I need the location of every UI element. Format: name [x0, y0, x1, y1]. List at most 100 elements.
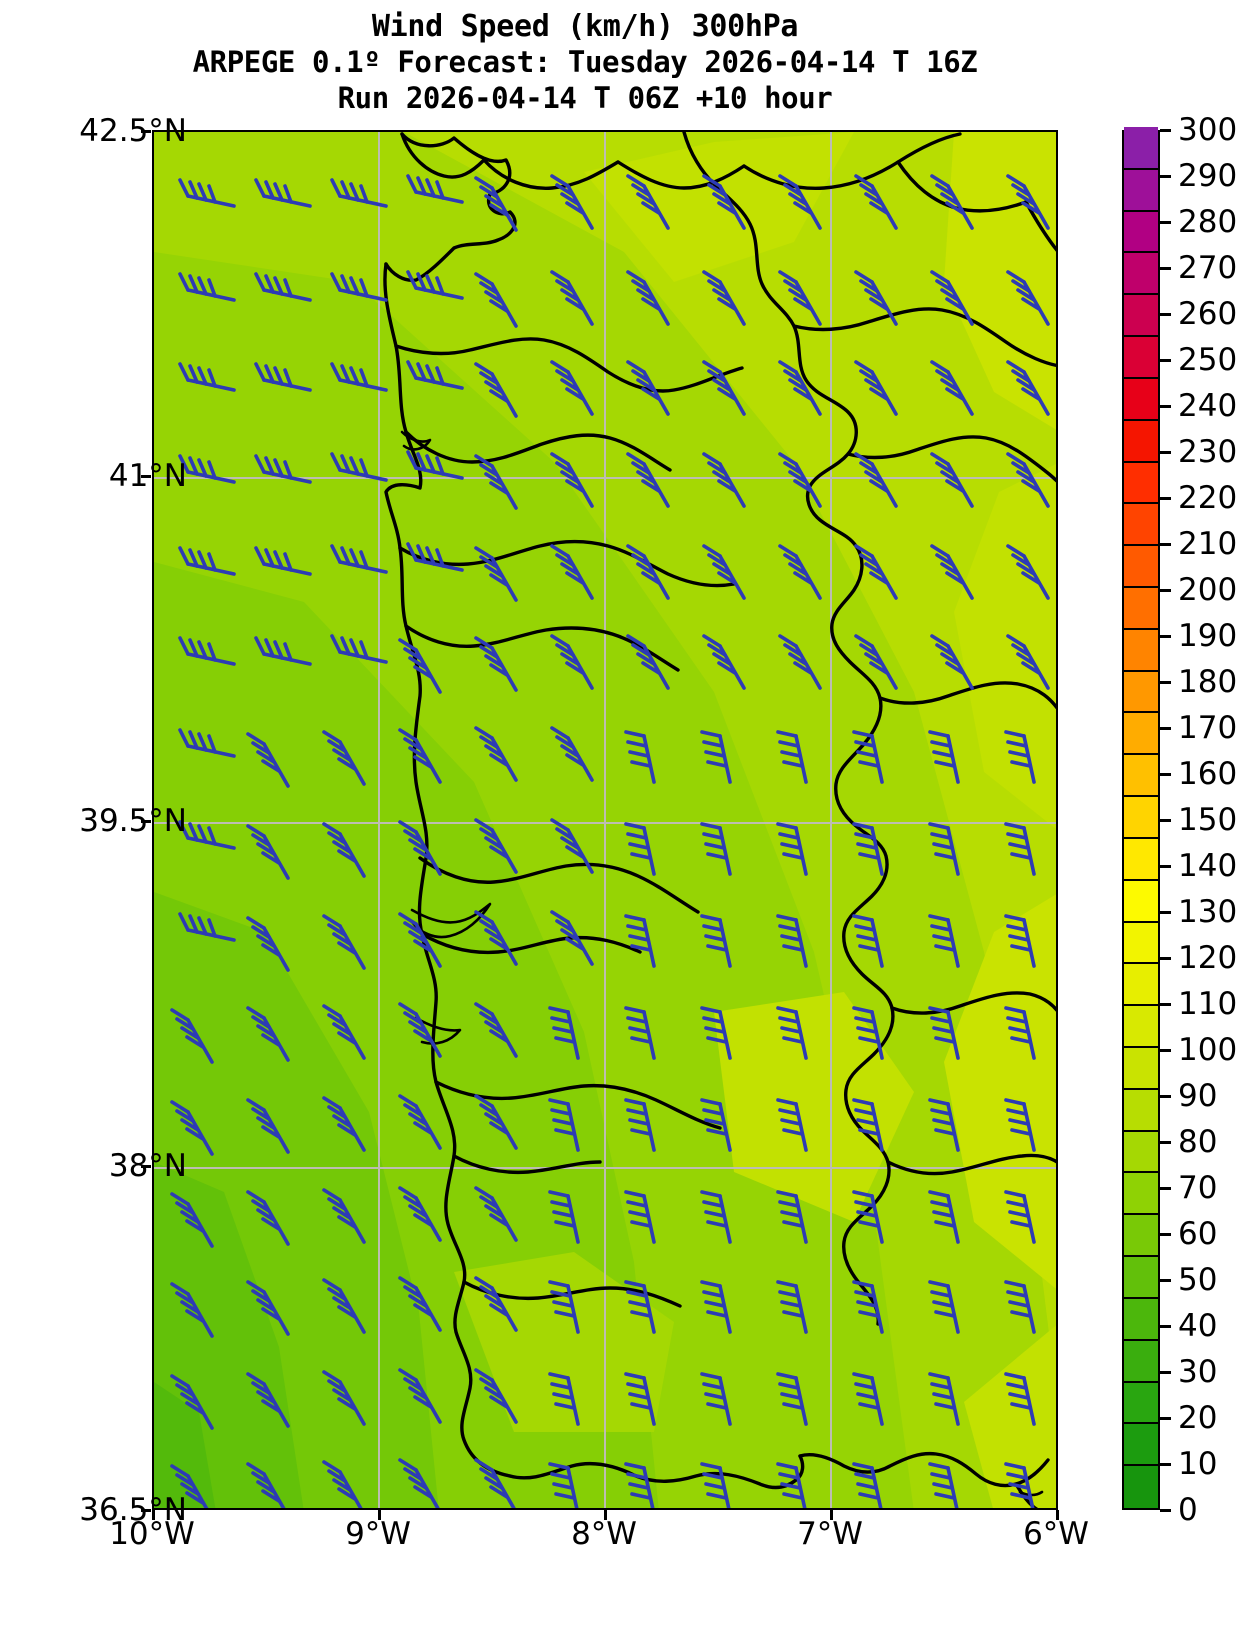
colorbar-tick-label: 100: [1178, 1032, 1238, 1068]
colorbar-segment: [1124, 420, 1158, 463]
colorbar-tick: [1160, 589, 1171, 592]
colorbar-segment: [1124, 127, 1158, 170]
x-tick: [1056, 1510, 1059, 1520]
colorbar-tick-label: 90: [1178, 1078, 1218, 1114]
x-tick-label-8W: 8°W: [571, 1516, 637, 1552]
barb-row: [178, 174, 1050, 232]
y-tick: [141, 820, 151, 823]
colorbar-tick: [1160, 911, 1171, 914]
x-tick: [378, 1510, 381, 1520]
colorbar-tick: [1160, 1003, 1171, 1006]
colorbar-tick-label: 40: [1178, 1308, 1218, 1344]
chart-title-block: Wind Speed (km/h) 300hPa ARPEGE 0.1º For…: [0, 8, 1170, 117]
colorbar-divider: [1124, 836, 1158, 839]
barb-row: [178, 910, 1036, 972]
colorbar-tick-label: 230: [1178, 434, 1238, 470]
y-tick-label-39-5N: 39.5°N: [79, 803, 187, 839]
colorbar-tick: [1160, 1095, 1171, 1098]
colorbar-segment: [1124, 169, 1158, 212]
barb-row: [178, 270, 1050, 328]
colorbar-tick-label: 220: [1178, 480, 1238, 516]
colorbar-tick-label: 120: [1178, 940, 1238, 976]
colorbar-tick-label: 130: [1178, 894, 1238, 930]
colorbar-tick-label: 10: [1178, 1446, 1218, 1482]
colorbar-tick: [1160, 1371, 1171, 1374]
colorbar-divider: [1124, 460, 1158, 463]
colorbar-divider: [1124, 251, 1158, 254]
colorbar-segment: [1124, 545, 1158, 588]
colorbar-tick: [1160, 175, 1171, 178]
colorbar-tick: [1160, 957, 1171, 960]
colorbar-divider: [1124, 1464, 1158, 1467]
colorbar-segment: [1124, 754, 1158, 798]
colorbar-divider: [1124, 167, 1158, 170]
colorbar-segment: [1124, 712, 1158, 756]
colorbar-tick: [1160, 1417, 1171, 1420]
colorbar-divider: [1124, 544, 1158, 547]
colorbar-divider: [1124, 878, 1158, 881]
barb-row: [178, 542, 1050, 602]
colorbar-tick-label: 200: [1178, 572, 1238, 608]
barb-row: [170, 1094, 1036, 1156]
colorbar-divider: [1124, 335, 1158, 338]
colorbar-divider: [1124, 1087, 1158, 1090]
colorbar-segment: [1124, 1047, 1158, 1090]
colorbar-tick: [1160, 267, 1171, 270]
colorbar-tick-label: 160: [1178, 756, 1238, 792]
colorbar-divider: [1124, 502, 1158, 505]
colorbar-tick-label: 80: [1178, 1124, 1218, 1160]
map-canvas: [154, 132, 1056, 1508]
colorbar-divider: [1124, 1129, 1158, 1132]
colorbar-divider: [1124, 627, 1158, 630]
colorbar-segment: [1124, 1214, 1158, 1258]
colorbar-segment: [1124, 1131, 1158, 1174]
colorbar-segment: [1124, 294, 1158, 338]
gridline-lat-38N: [154, 1167, 1056, 1169]
colorbar-segment: [1124, 880, 1158, 923]
colorbar-tick: [1160, 635, 1171, 638]
colorbar-divider: [1124, 209, 1158, 212]
colorbar-segment: [1124, 1423, 1158, 1467]
colorbar-tick-label: 50: [1178, 1262, 1218, 1298]
colorbar-segment: [1124, 838, 1158, 881]
colorbar-tick: [1160, 1279, 1171, 1282]
barb-row: [178, 726, 1036, 788]
map-plot-area[interactable]: [152, 130, 1058, 1510]
colorbar-divider: [1124, 1255, 1158, 1258]
colorbar-divider: [1124, 795, 1158, 798]
gridline-lat-395N: [154, 822, 1056, 824]
gridline-lon-8W: [604, 132, 606, 1508]
colorbar-divider: [1124, 1213, 1158, 1216]
colorbar-tick: [1160, 1049, 1171, 1052]
gridline-lon-7W: [830, 132, 832, 1508]
barb-row: [170, 1458, 1036, 1508]
colorbar-tick: [1160, 865, 1171, 868]
colorbar-divider: [1124, 1171, 1158, 1174]
colorbar-tick: [1160, 313, 1171, 316]
colorbar-segment: [1124, 1298, 1158, 1341]
colorbar-tick-label: 140: [1178, 848, 1238, 884]
y-tick: [141, 1509, 151, 1512]
colorbar-tick: [1160, 1187, 1171, 1190]
colorbar-tick-label: 180: [1178, 664, 1238, 700]
colorbar-segment: [1124, 921, 1158, 965]
forecast-subtitle: ARPEGE 0.1º Forecast: Tuesday 2026-04-14…: [192, 45, 978, 80]
colorbar[interactable]: [1122, 127, 1160, 1510]
colorbar-tick-label: 60: [1178, 1216, 1218, 1252]
colorbar-tick: [1160, 819, 1171, 822]
colorbar-tick-label: 290: [1178, 158, 1238, 194]
colorbar-tick: [1160, 129, 1171, 132]
colorbar-tick-label: 150: [1178, 802, 1238, 838]
barb-row: [178, 818, 1036, 880]
colorbar-tick: [1160, 1233, 1171, 1236]
colorbar-divider: [1124, 669, 1158, 672]
colorbar-divider: [1124, 586, 1158, 588]
x-tick-label-6W: 6°W: [1023, 1516, 1089, 1552]
colorbar-segment: [1124, 1089, 1158, 1132]
colorbar-tick-label: 0: [1178, 1492, 1198, 1528]
colorbar-divider: [1124, 1380, 1158, 1383]
barb-row: [178, 360, 1050, 418]
colorbar-gradient: [1124, 127, 1158, 1508]
barb-row: [170, 1186, 1036, 1248]
colorbar-divider: [1124, 962, 1158, 965]
